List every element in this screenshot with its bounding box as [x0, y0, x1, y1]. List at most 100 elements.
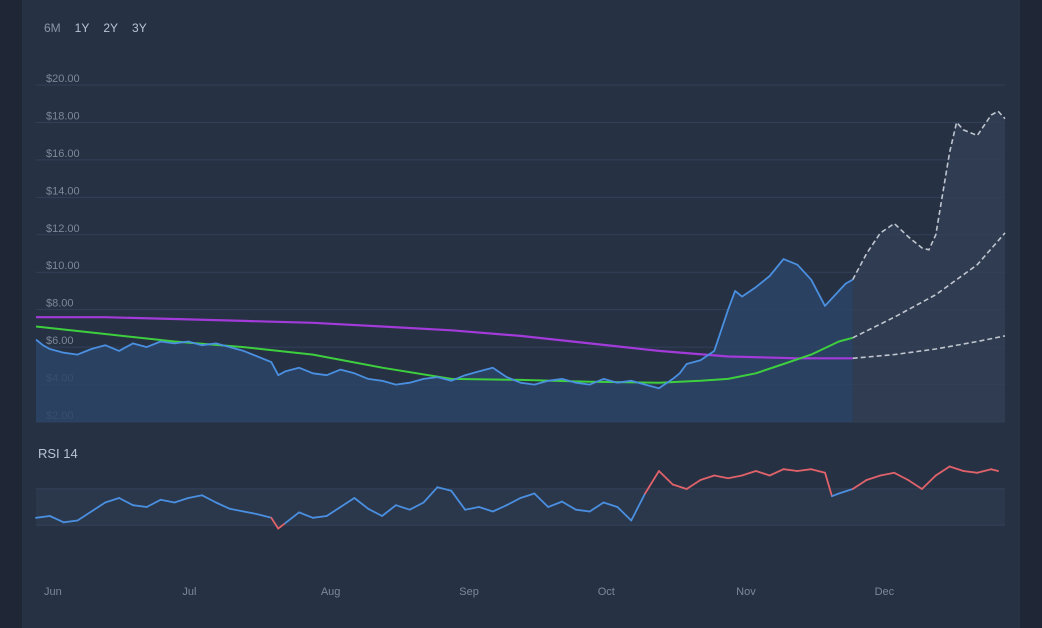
rsi-segment: [436, 486, 453, 492]
rsi-segment: [145, 498, 162, 508]
rsi-segment: [990, 468, 999, 472]
y-tick-label: $8.00: [46, 298, 74, 310]
forecast-area: [852, 111, 1005, 422]
rsi-segment: [547, 500, 563, 508]
rsi-segment: [741, 470, 757, 477]
y-tick-label: $10.00: [46, 260, 80, 272]
rsi-band: [36, 489, 1005, 525]
rsi-segment: [644, 470, 660, 495]
rsi-segment: [658, 470, 674, 486]
rsi-segment: [478, 506, 494, 513]
rsi-segment: [187, 494, 204, 499]
rsi-segment: [298, 511, 314, 519]
x-tick-label: Dec: [875, 586, 895, 598]
range-tab-3y[interactable]: 3Y: [132, 21, 147, 35]
rsi-segment: [831, 492, 840, 498]
rsi-segment: [242, 510, 259, 516]
range-tab-1y[interactable]: 1Y: [74, 21, 90, 35]
y-tick-label: $6.00: [46, 335, 74, 347]
rsi-segment: [934, 465, 951, 477]
rsi-segment: [699, 474, 716, 481]
rsi-segment: [837, 488, 854, 495]
range-tab-6m[interactable]: 6M: [44, 21, 61, 35]
rsi-segment: [201, 494, 217, 504]
price-area: [36, 259, 853, 422]
rsi-segment: [727, 474, 743, 480]
rsi-segment: [948, 465, 965, 472]
rsi-segment: [256, 513, 273, 519]
rsi-segment: [450, 489, 467, 511]
price-series: [35, 110, 1006, 422]
rsi-segment: [325, 506, 342, 517]
rsi-segment: [90, 501, 107, 513]
rsi-segment: [62, 519, 79, 524]
rsi-segment: [921, 474, 937, 490]
rsi-segment: [588, 501, 605, 513]
rsi-segment: [865, 474, 882, 481]
x-tick-label: Jun: [44, 586, 62, 598]
y-tick-label: $12.00: [46, 223, 80, 235]
rsi-segment: [215, 501, 231, 510]
rsi-segment: [76, 510, 93, 522]
rsi-segment: [796, 468, 813, 472]
rsi-segment: [464, 506, 480, 511]
rsi-segment: [131, 504, 148, 508]
rsi-series: [35, 465, 999, 530]
rsi-segment: [104, 497, 120, 504]
rsi-segment: [893, 471, 909, 481]
rsi-segment: [782, 468, 799, 472]
rsi-segment: [159, 498, 176, 504]
x-tick-label: Aug: [321, 586, 341, 598]
rsi-segment: [311, 515, 328, 519]
rsi-segment: [602, 501, 619, 508]
rsi-segment: [48, 515, 65, 524]
y-tick-label: $16.00: [46, 148, 80, 160]
rsi-segment: [962, 470, 979, 474]
rsi-segment: [810, 468, 826, 474]
rsi-segment: [533, 492, 550, 508]
rsi-segment: [713, 474, 730, 480]
rsi-segment: [35, 515, 51, 519]
rsi-segment: [491, 504, 508, 513]
rsi-segment: [408, 501, 425, 511]
rsi-segment: [671, 483, 688, 490]
rsi-segment: [277, 522, 287, 530]
rsi-segment: [339, 497, 356, 508]
x-tick-label: Jul: [182, 586, 196, 598]
rsi-segment: [284, 511, 300, 525]
rsi-segment: [754, 470, 771, 477]
rsi-segment: [907, 479, 923, 490]
range-tab-2y[interactable]: 2Y: [103, 21, 119, 35]
rsi-segment: [381, 504, 397, 517]
rsi-segment: [768, 468, 785, 477]
rsi-segment: [519, 492, 536, 499]
x-tick-label: Oct: [598, 586, 615, 598]
rsi-title: RSI 14: [38, 446, 78, 461]
rsi-segment: [824, 471, 833, 498]
rsi-segment: [851, 479, 868, 490]
rsi-grid: [36, 488, 1005, 526]
x-tick-label: Sep: [459, 586, 479, 598]
forecast-high-line: [851, 110, 1006, 281]
rsi-segment: [367, 507, 383, 517]
rsi-segment: [685, 479, 702, 490]
rsi-segment: [574, 508, 591, 513]
rsi-segment: [422, 486, 439, 504]
rsi-segment: [616, 506, 633, 522]
rsi-segment: [353, 497, 370, 510]
rsi-segment: [630, 492, 646, 522]
rsi-segment: [228, 507, 245, 513]
rsi-segment: [118, 497, 134, 507]
y-tick-label: $14.00: [46, 185, 80, 197]
y-tick-label: $18.00: [46, 110, 80, 122]
rsi-segment: [270, 516, 280, 530]
rsi-segment: [976, 468, 993, 474]
rsi-segment: [505, 497, 522, 507]
x-tick-label: Nov: [736, 586, 756, 598]
sma-slow-line: [36, 316, 853, 360]
rsi-segment: [395, 504, 411, 511]
rsi-segment: [561, 500, 577, 511]
x-axis-labels: Jun Jul Aug Sep Oct Nov Dec: [44, 586, 895, 598]
range-tabs: 6M 1Y 2Y 3Y: [44, 21, 147, 35]
